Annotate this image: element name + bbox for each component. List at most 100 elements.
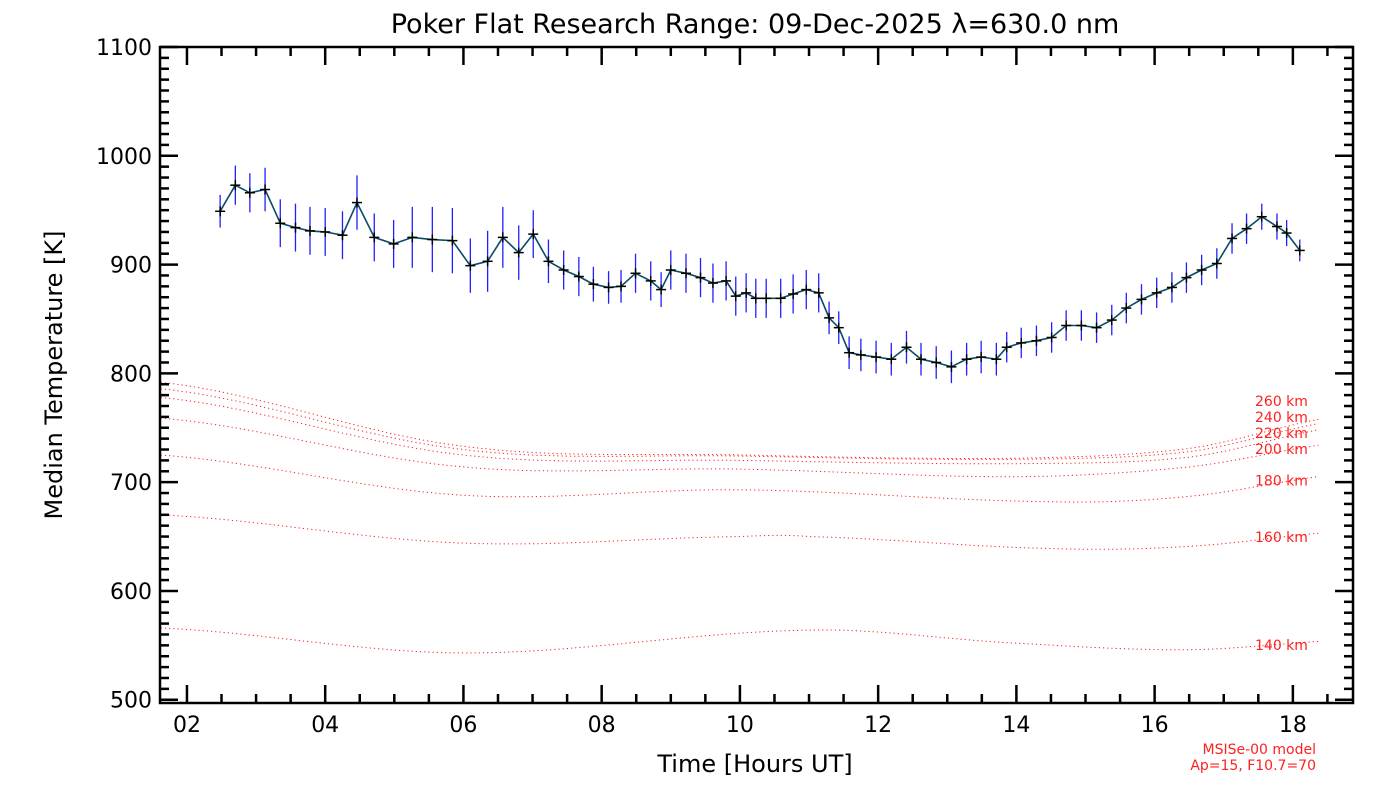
model-curve-label: 260 km bbox=[1255, 394, 1308, 410]
model-curve-140-km bbox=[160, 627, 1319, 654]
data-point-marker bbox=[788, 288, 799, 299]
data-point-marker bbox=[1031, 335, 1042, 346]
data-point-marker bbox=[1281, 228, 1292, 239]
data-point-marker bbox=[707, 278, 718, 289]
data-point-marker bbox=[730, 291, 741, 302]
data-point-marker bbox=[497, 232, 508, 243]
model-curve-240-km bbox=[160, 388, 1319, 460]
data-point-marker bbox=[337, 230, 348, 241]
data-point-marker bbox=[1294, 245, 1305, 256]
data-point-marker bbox=[573, 271, 584, 282]
data-point-marker bbox=[1136, 294, 1147, 305]
model-curve-label: 140 km bbox=[1255, 638, 1308, 654]
x-tick-label: 12 bbox=[864, 713, 892, 738]
data-point-marker bbox=[465, 260, 476, 271]
x-tick-label: 18 bbox=[1279, 713, 1307, 738]
data-point-marker bbox=[1061, 320, 1072, 331]
x-tick-label: 10 bbox=[726, 713, 754, 738]
data-point-marker bbox=[813, 287, 824, 298]
data-point-marker bbox=[775, 293, 786, 304]
y-tick-label: 1000 bbox=[96, 145, 152, 170]
x-tick-label: 04 bbox=[311, 713, 339, 738]
plot-frame bbox=[158, 45, 1355, 705]
data-point-marker bbox=[665, 265, 676, 276]
chart-title: Poker Flat Research Range: 09-Dec-2025 λ… bbox=[391, 9, 1120, 40]
y-tick-label: 600 bbox=[110, 580, 152, 605]
data-point-marker bbox=[427, 234, 438, 245]
data-point-marker bbox=[1227, 233, 1238, 244]
data-point-marker bbox=[513, 247, 524, 258]
data-point-marker bbox=[369, 232, 380, 243]
data-point-marker bbox=[407, 232, 418, 243]
model-curve-220-km bbox=[160, 396, 1319, 465]
data-point-marker bbox=[543, 256, 554, 267]
model-curve-200-km bbox=[160, 417, 1319, 478]
data-point-marker bbox=[886, 354, 897, 365]
x-tick-label: 02 bbox=[173, 713, 201, 738]
data-point-marker bbox=[447, 235, 458, 246]
data-point-marker bbox=[320, 226, 331, 237]
data-point-marker bbox=[1196, 265, 1207, 276]
data-point-marker bbox=[1271, 221, 1282, 232]
data-point-marker bbox=[1001, 342, 1012, 353]
y-tick-label: 500 bbox=[110, 689, 152, 714]
data-point-marker bbox=[290, 222, 301, 233]
data-point-marker bbox=[824, 312, 835, 323]
data-point-marker bbox=[528, 229, 539, 240]
x-tick-label: 14 bbox=[1002, 713, 1030, 738]
data-point-marker bbox=[1106, 315, 1117, 326]
model-curve-label: 200 km bbox=[1255, 442, 1308, 458]
data-point-marker bbox=[230, 180, 241, 191]
data-point-marker bbox=[976, 352, 987, 363]
data-point-marker bbox=[645, 275, 656, 286]
data-point-marker bbox=[1211, 258, 1222, 269]
data-point-marker bbox=[991, 354, 1002, 365]
data-point-marker bbox=[1091, 322, 1102, 333]
x-tick-label: 06 bbox=[449, 713, 477, 738]
data-point-marker bbox=[695, 272, 706, 283]
data-point-marker bbox=[630, 268, 641, 279]
model-annotation: MSISe-00 model bbox=[1202, 742, 1316, 758]
x-tick-label: 16 bbox=[1141, 713, 1169, 738]
data-point-marker bbox=[871, 352, 882, 363]
data-point-marker bbox=[844, 347, 855, 358]
x-tick-label: 08 bbox=[588, 713, 616, 738]
data-point-marker bbox=[260, 184, 271, 195]
data-point-marker bbox=[603, 282, 614, 293]
data-point-marker bbox=[1046, 332, 1057, 343]
data-point-marker bbox=[931, 357, 942, 368]
data-point-marker bbox=[1241, 223, 1252, 234]
data-point-marker bbox=[588, 279, 599, 290]
y-tick-label: 1100 bbox=[96, 36, 152, 61]
model-curve-180-km bbox=[160, 454, 1319, 503]
data-point-marker bbox=[833, 322, 844, 333]
data-point-marker bbox=[946, 361, 957, 372]
data-point-marker bbox=[1076, 320, 1087, 331]
data-point-marker bbox=[855, 349, 866, 360]
data-point-marker bbox=[741, 287, 752, 298]
model-curve-260-km bbox=[160, 381, 1319, 459]
model-curve-label: 180 km bbox=[1255, 473, 1308, 489]
model-params-annotation: Ap=15, F10.7=70 bbox=[1190, 758, 1316, 774]
model-curve-label: 240 km bbox=[1255, 410, 1308, 426]
y-tick-label: 900 bbox=[110, 254, 152, 279]
data-point-marker bbox=[656, 284, 667, 295]
temperature-line bbox=[219, 184, 1301, 368]
data-point-marker bbox=[761, 293, 772, 304]
model-curve-label: 160 km bbox=[1255, 530, 1308, 546]
y-axis-label: Median Temperature [K] bbox=[40, 230, 68, 519]
data-point-marker bbox=[616, 281, 627, 292]
model-curve-160-km bbox=[160, 514, 1319, 550]
data-point-marker bbox=[1256, 211, 1267, 222]
data-point-marker bbox=[558, 265, 569, 276]
data-point-marker bbox=[1121, 303, 1132, 314]
data-point-marker bbox=[680, 268, 691, 279]
y-tick-label: 700 bbox=[110, 471, 152, 496]
data-point-marker bbox=[482, 256, 493, 267]
data-point-marker bbox=[1151, 287, 1162, 298]
data-point-marker bbox=[1181, 272, 1192, 283]
data-point-marker bbox=[1016, 337, 1027, 348]
data-point-marker bbox=[275, 218, 286, 229]
data-point-marker bbox=[961, 354, 972, 365]
